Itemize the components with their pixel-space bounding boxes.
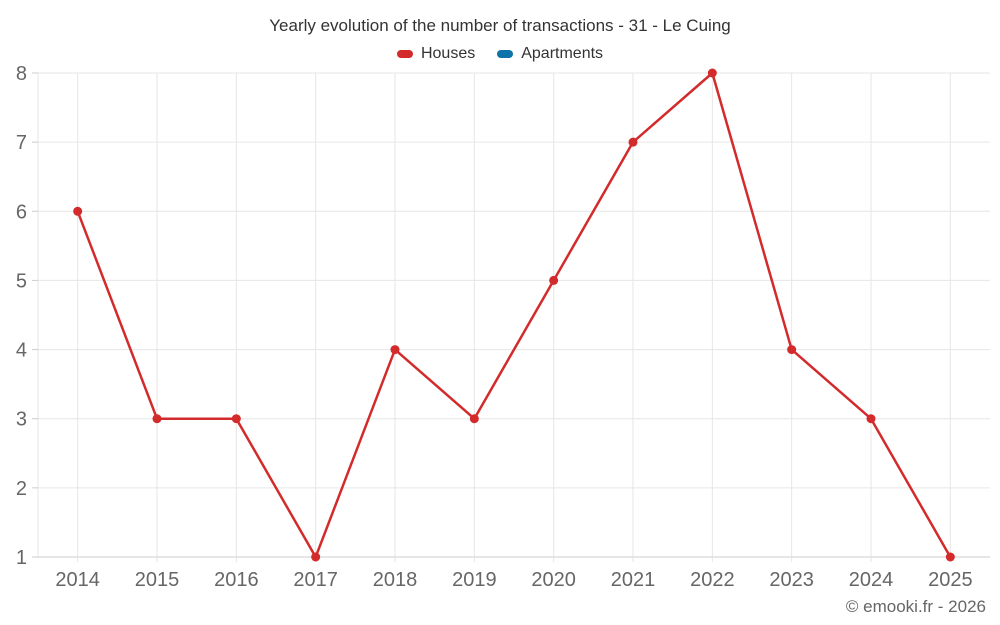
svg-text:2021: 2021	[611, 569, 656, 591]
svg-text:2: 2	[16, 478, 27, 500]
legend-label-houses: Houses	[420, 45, 476, 62]
data-point-2014[interactable]	[73, 206, 83, 216]
data-point-2024[interactable]	[866, 414, 876, 424]
legend-item-houses[interactable]: Houses	[396, 45, 476, 63]
data-point-2023[interactable]	[787, 345, 797, 355]
svg-text:2023: 2023	[769, 569, 814, 591]
svg-text:2020: 2020	[531, 569, 576, 591]
svg-text:3: 3	[16, 409, 27, 431]
data-point-2022[interactable]	[707, 68, 717, 78]
gridlines	[38, 72, 990, 558]
axes	[32, 72, 990, 562]
svg-text:2016: 2016	[214, 569, 259, 591]
svg-text:2024: 2024	[849, 569, 894, 591]
legend-label-apartments: Apartments	[521, 45, 604, 62]
data-point-2017[interactable]	[311, 552, 321, 562]
svg-text:7: 7	[16, 132, 27, 154]
svg-text:2018: 2018	[373, 569, 418, 591]
svg-text:2025: 2025	[928, 569, 973, 591]
series-houses[interactable]	[73, 68, 955, 562]
apartments-color-swatch-icon	[497, 50, 514, 58]
svg-text:4: 4	[16, 340, 27, 362]
x-axis-labels: 2014 2015 2016 2017 2018 2019 2020 2021 2022 2023…	[55, 569, 972, 591]
svg-text:5: 5	[16, 270, 27, 292]
svg-text:2022: 2022	[690, 569, 735, 591]
svg-text:8: 8	[16, 63, 27, 85]
svg-text:2014: 2014	[55, 569, 100, 591]
svg-text:6: 6	[16, 201, 27, 223]
svg-text:2015: 2015	[135, 569, 180, 591]
data-point-2025[interactable]	[945, 552, 955, 562]
y-axis-labels: 1 2 3 4 5 6 7 8	[16, 63, 27, 569]
data-point-2016[interactable]	[231, 414, 241, 424]
data-point-2019[interactable]	[469, 414, 479, 424]
legend-item-apartments[interactable]: Apartments	[497, 45, 603, 63]
legend: Houses Apartments	[0, 45, 1000, 63]
chart-title: Yearly evolution of the number of transa…	[269, 16, 731, 35]
svg-text:1: 1	[16, 547, 27, 569]
svg-text:2017: 2017	[293, 569, 338, 591]
data-point-2018[interactable]	[390, 345, 400, 355]
data-point-2015[interactable]	[152, 414, 162, 424]
houses-color-swatch-icon	[396, 50, 413, 58]
svg-text:2019: 2019	[452, 569, 497, 591]
data-point-2021[interactable]	[628, 137, 638, 147]
credit-link[interactable]: © emooki.fr - 2026	[845, 597, 986, 616]
data-point-2020[interactable]	[549, 275, 559, 285]
